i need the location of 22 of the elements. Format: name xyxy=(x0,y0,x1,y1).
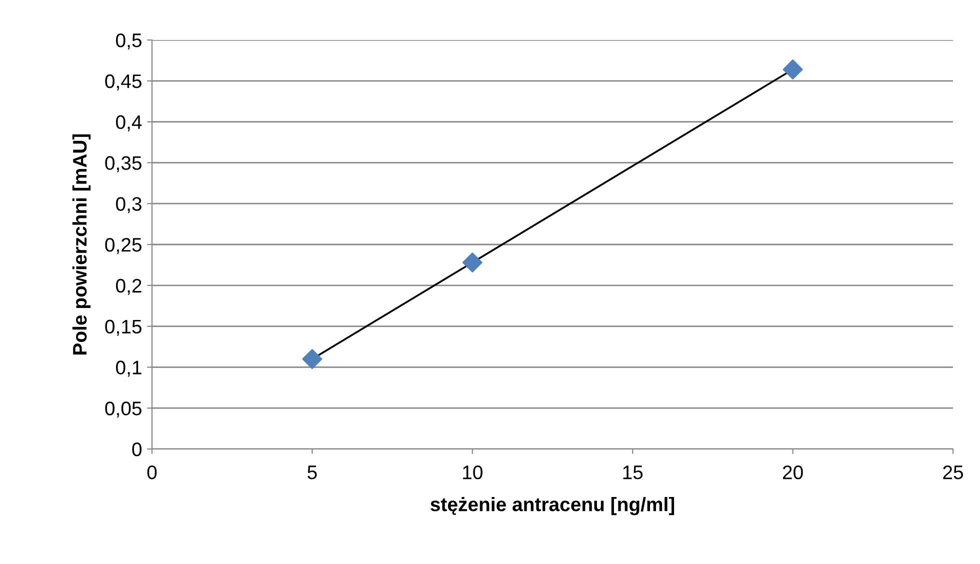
y-tick-label: 0,5 xyxy=(116,33,142,50)
y-tick-label: 0,4 xyxy=(116,115,142,132)
y-tick-label: 0,2 xyxy=(116,278,142,295)
x-tick-label: 25 xyxy=(943,465,963,480)
y-tick-label: 0,15 xyxy=(105,320,142,336)
y-tick-label: 0,45 xyxy=(105,74,142,90)
y-tick-label: 0,05 xyxy=(105,402,142,418)
x-axis-title: stężenie antracenu [ng/ml] xyxy=(430,496,674,516)
x-tick-label: 0 xyxy=(147,465,157,480)
point xyxy=(302,349,322,370)
x-tick-label: 5 xyxy=(308,466,317,480)
y-tick-label: 0,1 xyxy=(116,360,142,377)
y-tick-label: 0,25 xyxy=(105,238,142,254)
y-axis-title: Pole powierzchni [mAU] xyxy=(72,134,91,354)
x-tick-label: 10 xyxy=(463,465,482,480)
point xyxy=(462,252,482,273)
y-tick-label: 0,35 xyxy=(105,156,142,172)
point xyxy=(782,59,803,80)
y-tick-label: 0,3 xyxy=(116,197,142,214)
x-tick-label: 20 xyxy=(782,465,803,480)
y-tick-label: 0 xyxy=(132,442,142,456)
x-tick-label: 15 xyxy=(623,466,643,480)
